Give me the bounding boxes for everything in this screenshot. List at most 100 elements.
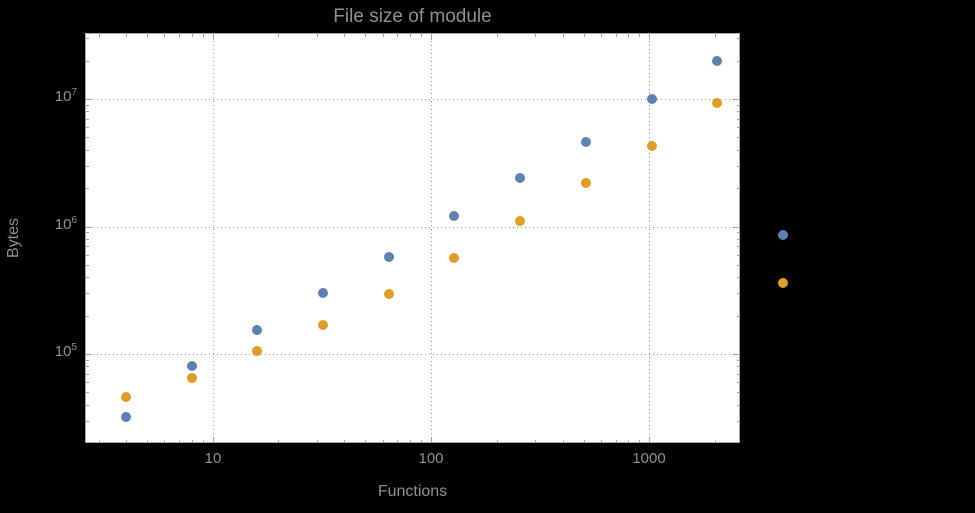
y-tick-mark: [86, 374, 89, 375]
data-point: [581, 137, 591, 147]
x-axis-label: Functions: [377, 483, 448, 500]
x-tick-mark: [278, 440, 279, 443]
x-gridline: [431, 33, 432, 443]
y-tick-mark: [86, 392, 89, 393]
data-point: [449, 211, 459, 221]
data-point: [121, 412, 131, 422]
y-tick-mark: [86, 239, 89, 240]
x-tick-mark: [639, 440, 640, 443]
y-tick-mark: [737, 111, 740, 112]
y-tick-mark: [86, 293, 89, 294]
x-tick-mark: [99, 34, 100, 37]
x-tick-mark: [317, 440, 318, 443]
x-tick-mark: [192, 34, 193, 37]
y-tick-mark: [86, 188, 89, 189]
y-tick-mark: [86, 360, 89, 361]
y-tick-mark: [737, 150, 740, 151]
x-tick-mark: [563, 34, 564, 37]
y-tick-mark: [737, 265, 740, 266]
x-tick-mark: [397, 34, 398, 37]
y-tick-mark: [737, 293, 740, 294]
y-tick-label: 105: [54, 342, 77, 360]
y-tick-mark: [734, 227, 740, 228]
y-gridline: [85, 99, 740, 100]
y-tick-mark: [734, 354, 740, 355]
x-tick-mark: [147, 440, 148, 443]
x-gridline: [213, 33, 214, 443]
y-tick-mark: [86, 127, 89, 128]
x-tick-mark: [344, 440, 345, 443]
x-tick-mark: [213, 34, 214, 40]
y-tick-mark: [86, 421, 89, 422]
y-tick-mark: [86, 166, 89, 167]
data-point: [449, 253, 459, 263]
plot-area: [85, 33, 740, 443]
x-tick-mark: [365, 34, 366, 37]
y-tick-label: 107: [54, 87, 77, 105]
y-tick-mark: [737, 232, 740, 233]
x-tick-mark: [278, 34, 279, 37]
y-tick-mark: [737, 392, 740, 393]
y-tick-mark: [86, 354, 92, 355]
y-tick-mark: [737, 405, 740, 406]
x-tick-label: 1000: [632, 450, 666, 467]
x-tick-mark: [164, 34, 165, 37]
y-tick-mark: [737, 277, 740, 278]
y-tick-mark: [86, 255, 89, 256]
data-point: [121, 392, 131, 402]
x-tick-mark: [497, 34, 498, 37]
x-tick-mark: [628, 34, 629, 37]
y-tick-mark: [86, 99, 92, 100]
x-tick-mark: [715, 440, 716, 443]
y-tick-mark: [737, 382, 740, 383]
data-point: [647, 94, 657, 104]
x-tick-mark: [317, 34, 318, 37]
x-tick-label: 100: [418, 450, 444, 467]
y-tick-mark: [737, 61, 740, 62]
y-tick-mark: [737, 360, 740, 361]
x-tick-mark: [649, 34, 650, 40]
y-tick-mark: [86, 137, 89, 138]
x-tick-mark: [601, 440, 602, 443]
y-tick-mark: [737, 421, 740, 422]
x-tick-mark: [410, 440, 411, 443]
y-tick-mark: [86, 105, 89, 106]
y-tick-mark: [86, 382, 89, 383]
x-tick-mark: [126, 440, 127, 443]
data-point: [712, 98, 722, 108]
data-point: [252, 346, 262, 356]
x-tick-mark: [383, 34, 384, 37]
x-tick-mark: [421, 34, 422, 37]
x-tick-label: 10: [204, 450, 222, 467]
y-tick-mark: [737, 188, 740, 189]
y-tick-mark: [737, 255, 740, 256]
y-tick-mark: [86, 232, 89, 233]
y-tick-mark: [737, 239, 740, 240]
x-tick-mark: [628, 440, 629, 443]
x-tick-mark: [535, 34, 536, 37]
chart-title: File size of module: [333, 6, 492, 27]
x-tick-mark: [179, 34, 180, 37]
y-tick-mark: [737, 38, 740, 39]
x-tick-mark: [639, 34, 640, 37]
y-tick-mark: [86, 246, 89, 247]
y-tick-label: 106: [54, 215, 77, 233]
x-tick-mark: [601, 34, 602, 37]
y-tick-mark: [737, 166, 740, 167]
data-point: [187, 361, 197, 371]
data-point: [318, 320, 328, 330]
x-tick-mark: [649, 437, 650, 443]
x-tick-mark: [584, 34, 585, 37]
x-gridline: [649, 33, 650, 443]
x-tick-mark: [397, 440, 398, 443]
data-point: [778, 230, 788, 240]
x-tick-mark: [563, 440, 564, 443]
x-tick-mark: [497, 440, 498, 443]
y-tick-mark: [86, 38, 89, 39]
x-tick-mark: [164, 440, 165, 443]
x-tick-mark: [715, 34, 716, 37]
y-tick-mark: [737, 137, 740, 138]
y-gridline: [85, 227, 740, 228]
y-tick-mark: [737, 246, 740, 247]
y-tick-mark: [86, 277, 89, 278]
